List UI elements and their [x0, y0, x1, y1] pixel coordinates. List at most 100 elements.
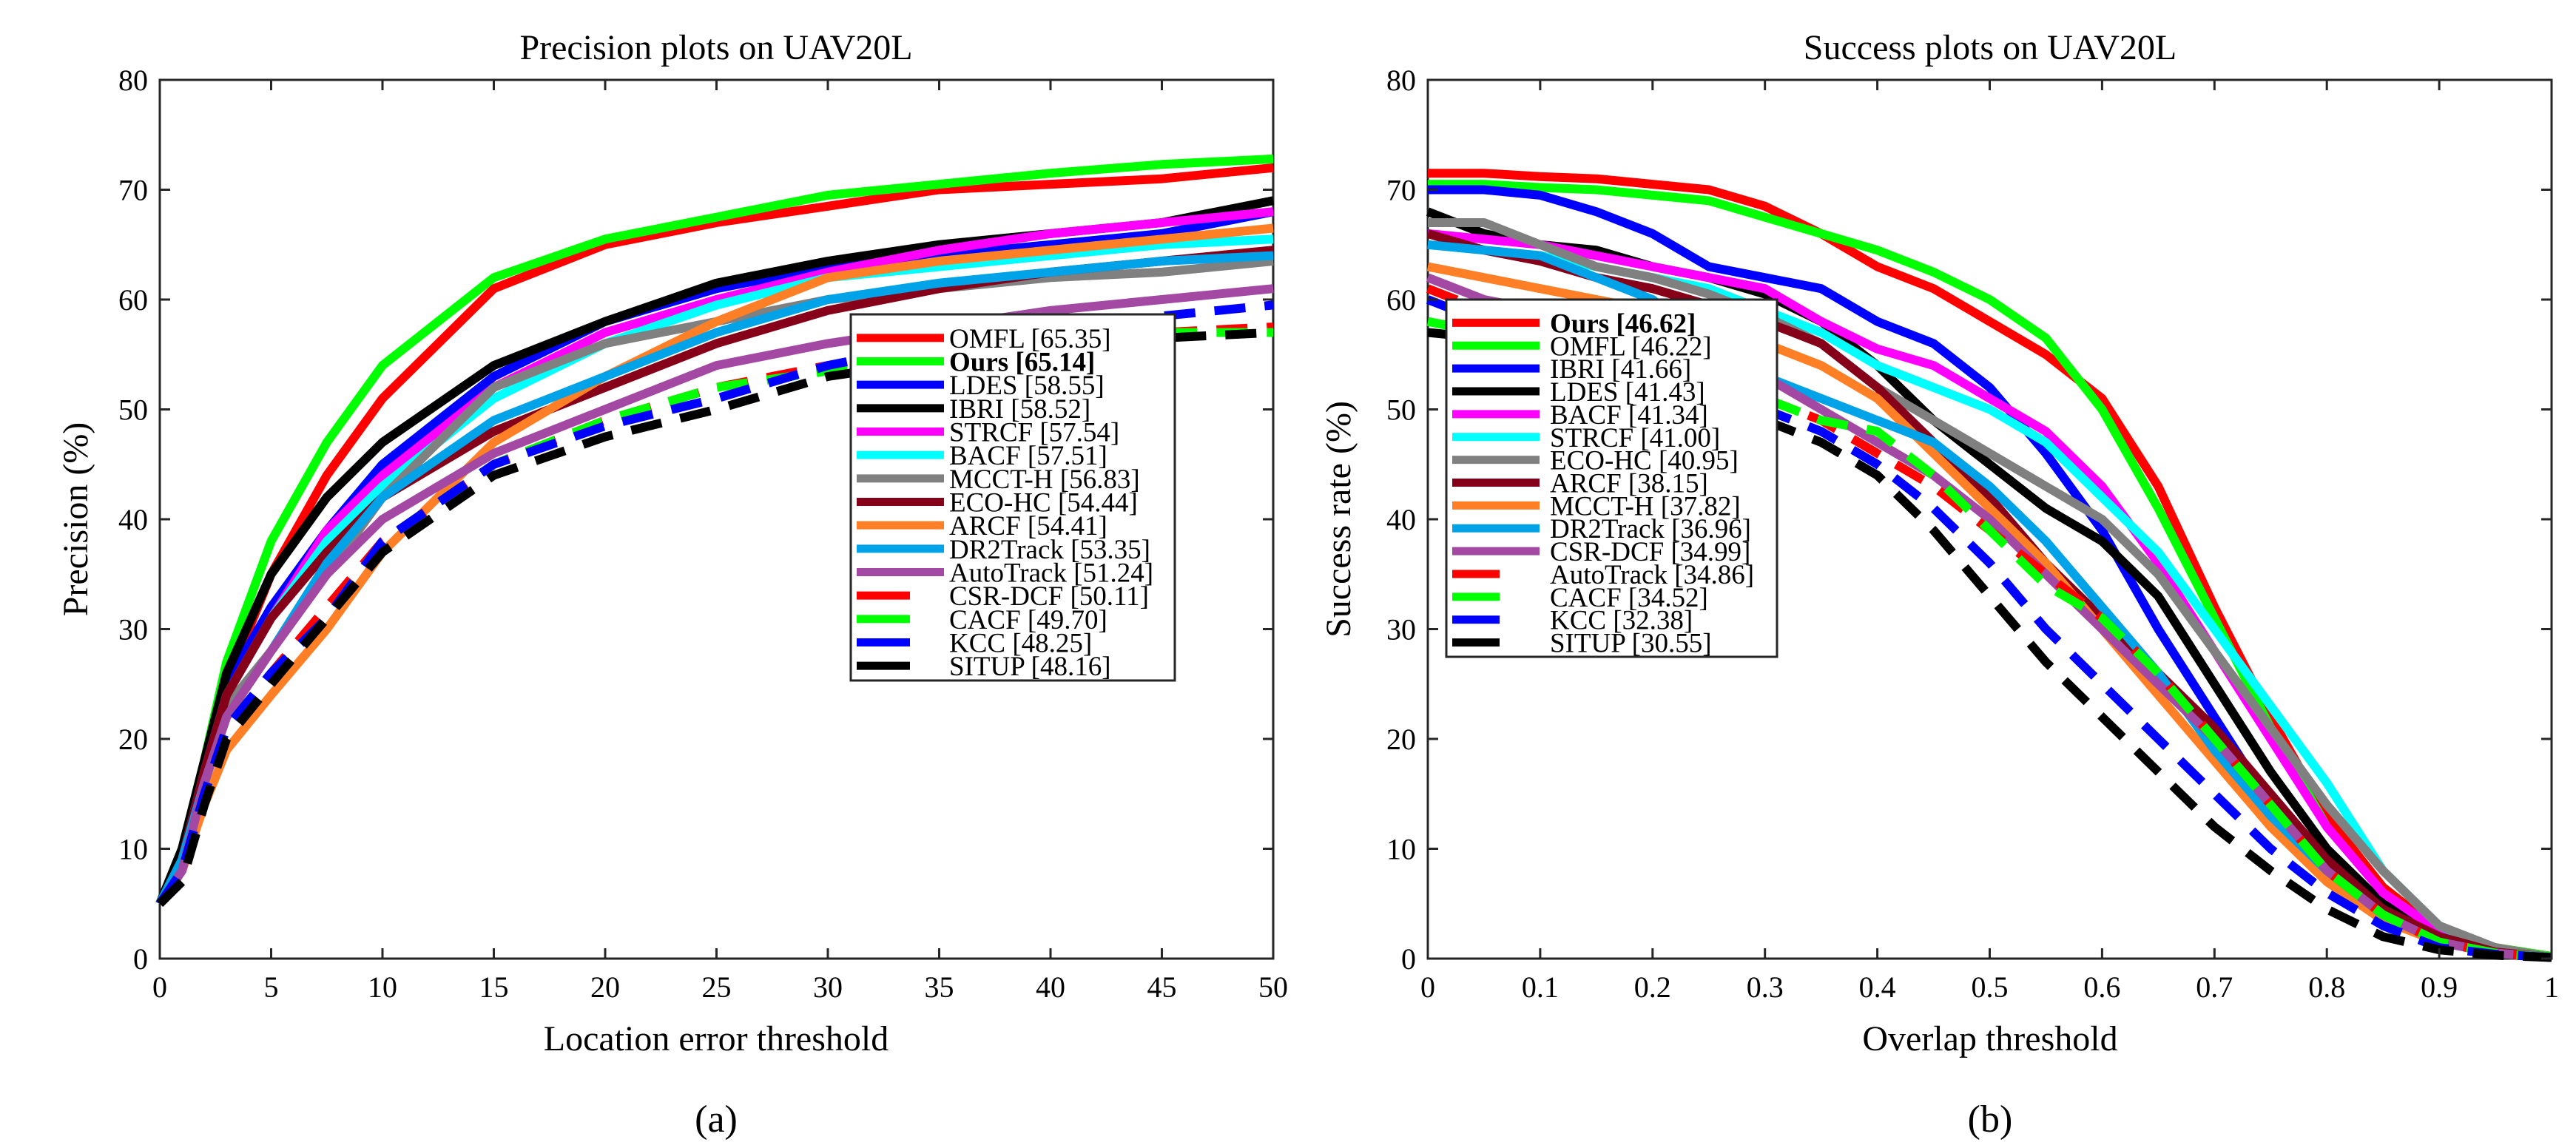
- legend-label: CSR-DCF [50.11]: [949, 581, 1149, 612]
- y-tick-label: 20: [1386, 723, 1416, 756]
- x-tick-label: 35: [925, 970, 954, 1004]
- y-tick-label: 10: [118, 833, 148, 866]
- x-tick-label: 0.2: [1634, 970, 1671, 1004]
- legend-label: KCC [48.25]: [949, 629, 1092, 659]
- x-tick-label: 0.6: [2083, 970, 2120, 1004]
- legend-item: STRCF [57.54]: [857, 418, 1119, 448]
- x-tick-label: 0: [152, 970, 167, 1004]
- series-line-kcc: [156, 300, 1274, 907]
- legend-item: AutoTrack [34.86]: [1452, 560, 1754, 590]
- legend-label: LDES [41.43]: [1550, 377, 1705, 408]
- y-tick-label: 70: [1386, 174, 1416, 207]
- legend-item: ARCF [38.15]: [1452, 469, 1708, 499]
- legend-item: Ours [65.14]: [857, 348, 1095, 378]
- legend-label: DR2Track [36.96]: [1550, 514, 1751, 544]
- legend-label: STRCF [57.54]: [949, 418, 1119, 448]
- legend: OMFL [65.35]Ours [65.14]LDES [58.55]IBRI…: [849, 313, 1176, 682]
- series-lines: [155, 154, 1275, 908]
- y-tick-label: 40: [1386, 503, 1416, 536]
- legend-item: LDES [41.43]: [1452, 377, 1705, 408]
- legend-label: MCCT-H [56.83]: [949, 465, 1140, 495]
- x-tick-label: 30: [813, 970, 843, 1004]
- y-tick-label: 80: [1386, 64, 1416, 97]
- y-tick-label: 80: [118, 64, 148, 97]
- legend-item: DR2Track [36.96]: [1452, 514, 1751, 544]
- legend-item: OMFL [46.22]: [1452, 331, 1712, 362]
- y-tick-label: 10: [1386, 833, 1416, 866]
- x-tick-label: 45: [1147, 970, 1177, 1004]
- y-tick-label: 30: [118, 613, 148, 646]
- legend-item: Ours [46.62]: [1452, 308, 1696, 339]
- legend-item: AutoTrack [51.24]: [857, 558, 1153, 589]
- legend-item: CSR-DCF [50.11]: [857, 581, 1149, 612]
- x-tick-label: 0: [1420, 970, 1435, 1004]
- legend-label: AutoTrack [51.24]: [949, 558, 1153, 589]
- legend-label: CSR-DCF [34.99]: [1550, 537, 1750, 567]
- y-axis-label: Success rate (%): [1319, 401, 1358, 638]
- panel-label: (b): [1968, 1098, 2013, 1141]
- legend-item: CACF [34.52]: [1452, 583, 1708, 613]
- legend-item: DR2Track [53.35]: [857, 535, 1150, 565]
- legend-label: STRCF [41.00]: [1550, 423, 1720, 453]
- legend-label: MCCT-H [37.82]: [1550, 491, 1741, 521]
- series-line-bacf: [1427, 229, 2552, 962]
- y-tick-label: 0: [1401, 942, 1416, 976]
- legend-label: IBRI [58.52]: [949, 394, 1090, 425]
- legend-label: LDES [58.55]: [949, 371, 1105, 401]
- legend-label: OMFL [65.35]: [949, 324, 1111, 354]
- x-axis-label: Overlap threshold: [1862, 1019, 2117, 1058]
- chart-title: Precision plots on UAV20L: [519, 28, 912, 67]
- legend-item: OMFL [65.35]: [857, 324, 1111, 354]
- legend-item: ECO-HC [40.95]: [1452, 446, 1739, 476]
- x-tick-label: 0.5: [1972, 970, 2009, 1004]
- legend: Ours [46.62]OMFL [46.22]IBRI [41.66]LDES…: [1445, 298, 1778, 659]
- series-line-cacf: [1426, 317, 2552, 962]
- y-tick-label: 30: [1386, 613, 1416, 646]
- y-tick-label: 70: [118, 174, 148, 207]
- x-tick-label: 0.8: [2308, 970, 2345, 1004]
- x-tick-label: 0.4: [1859, 970, 1896, 1004]
- legend-label: CACF [34.52]: [1550, 583, 1708, 613]
- legend-label: ECO-HC [40.95]: [1550, 446, 1739, 476]
- legend-item: ARCF [54.41]: [857, 511, 1107, 541]
- legend-label: OMFL [46.22]: [1550, 331, 1712, 362]
- x-axis-label: Location error threshold: [544, 1019, 889, 1058]
- y-tick-label: 20: [118, 723, 148, 756]
- legend-label: KCC [32.38]: [1550, 606, 1693, 636]
- legend-label: SITUP [30.55]: [1550, 629, 1712, 659]
- legend-label: CACF [49.70]: [949, 605, 1107, 635]
- x-tick-label: 0.1: [1522, 970, 1559, 1004]
- legend-item: SITUP [48.16]: [857, 652, 1111, 682]
- legend-item: SITUP [30.55]: [1452, 629, 1712, 659]
- x-tick-label: 0.7: [2196, 970, 2233, 1004]
- x-tick-label: 15: [479, 970, 509, 1004]
- success-plot: Success plots on UAV20L Overlap threshol…: [1319, 28, 2559, 1141]
- precision-plot: Precision plots on UAV20L Location error…: [56, 28, 1288, 1141]
- legend-label: ARCF [38.15]: [1550, 469, 1708, 499]
- legend-label: DR2Track [53.35]: [949, 535, 1150, 565]
- legend-item: KCC [32.38]: [1452, 606, 1693, 636]
- x-tick-label: 50: [1258, 970, 1288, 1004]
- legend-item: KCC [48.25]: [857, 629, 1092, 659]
- chart-title: Success plots on UAV20L: [1804, 28, 2177, 67]
- x-tick-label: 0.9: [2421, 970, 2458, 1004]
- legend-item: ECO-HC [54.44]: [857, 488, 1138, 519]
- series-line-kcc: [1426, 295, 2552, 962]
- series-lines: [1426, 169, 2553, 962]
- x-tick-label: 1: [2544, 970, 2559, 1004]
- x-tick-label: 10: [368, 970, 397, 1004]
- legend-box: [1445, 298, 1778, 658]
- series-line-eco-hc: [1428, 218, 2553, 962]
- y-tick-label: 40: [118, 503, 148, 536]
- legend-label: IBRI [41.66]: [1550, 354, 1691, 385]
- series-line-situp: [156, 328, 1274, 908]
- legend-item: CSR-DCF [34.99]: [1452, 537, 1750, 567]
- y-tick-label: 60: [118, 283, 148, 317]
- legend-label: BACF [41.34]: [1550, 400, 1708, 430]
- legend-label: AutoTrack [34.86]: [1550, 560, 1754, 590]
- x-tick-label: 40: [1036, 970, 1065, 1004]
- y-tick-label: 50: [1386, 394, 1416, 427]
- series-line-ours: [1428, 169, 2552, 961]
- legend-label: Ours [46.62]: [1550, 308, 1696, 339]
